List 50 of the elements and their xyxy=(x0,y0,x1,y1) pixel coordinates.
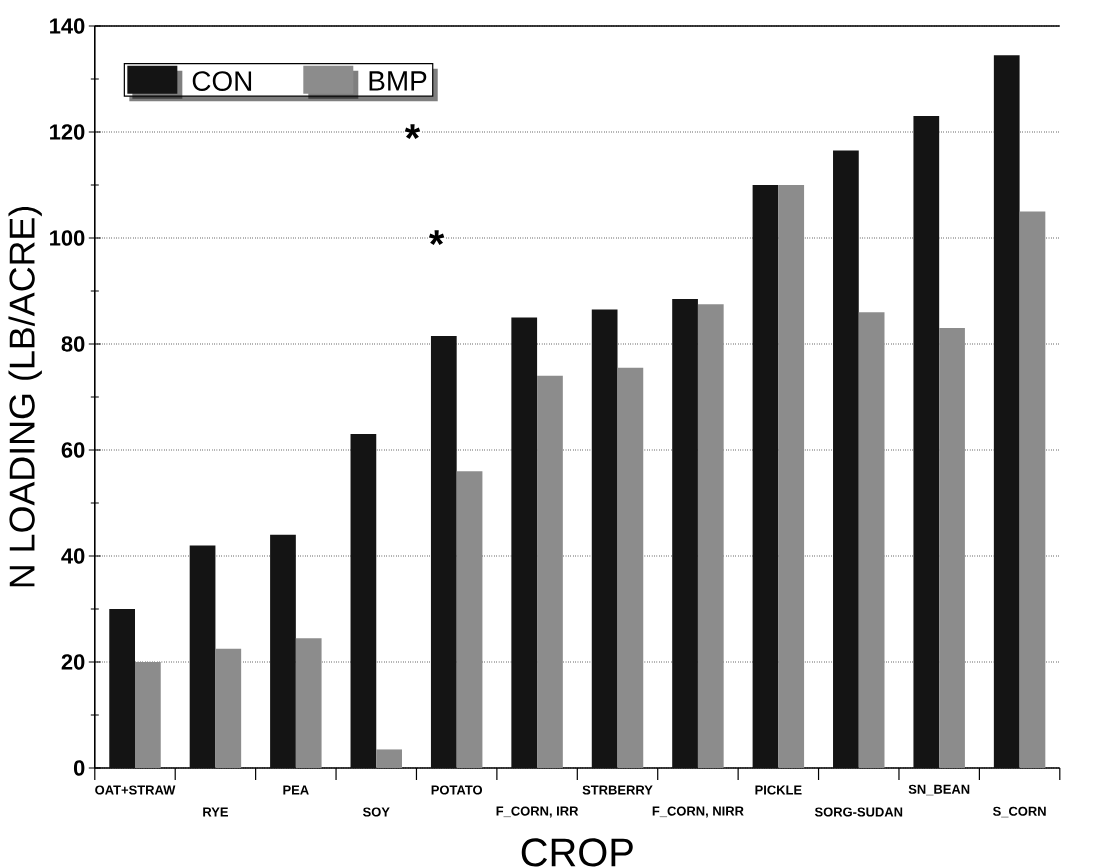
bar xyxy=(350,434,377,768)
y-tick-label: 120 xyxy=(50,124,85,140)
bar xyxy=(993,55,1020,768)
x-tick-label: F_CORN, NIRR xyxy=(652,806,744,818)
x-tick-label: PICKLE xyxy=(755,785,802,795)
bar xyxy=(591,309,618,768)
x-tick-label: OAT+STRAW xyxy=(95,785,176,795)
bar xyxy=(833,150,859,768)
bar xyxy=(215,648,242,768)
bar xyxy=(270,534,296,768)
bar xyxy=(456,471,483,768)
x-tick-label: SORG-SUDAN xyxy=(814,807,903,817)
y-tick-label: 100 xyxy=(50,230,85,246)
bar xyxy=(617,367,644,768)
bar xyxy=(189,545,216,768)
bar xyxy=(376,749,402,768)
x-tick-label: POTATO xyxy=(431,785,483,795)
bar xyxy=(109,608,136,768)
x-tick-label: SOY xyxy=(362,807,390,817)
bar xyxy=(1019,211,1046,768)
bar xyxy=(295,638,322,768)
bar xyxy=(537,375,563,768)
bar xyxy=(858,312,885,768)
y-axis-title: N LOADING (LB/ACRE) xyxy=(8,206,42,587)
legend-label: CON xyxy=(192,71,252,91)
x-tick-label: RYE xyxy=(203,807,228,817)
x-tick-label: STRBERRY xyxy=(582,785,653,795)
y-tick-label: 140 xyxy=(50,18,85,34)
bar xyxy=(511,317,538,768)
bar xyxy=(778,184,805,768)
bar xyxy=(135,661,161,768)
bar xyxy=(939,328,965,768)
annotation: * xyxy=(404,124,421,140)
x-tick-label: PEA xyxy=(283,785,309,795)
bar xyxy=(430,336,457,768)
x-tick-label: F_CORN, IRR xyxy=(496,806,579,818)
bar xyxy=(672,298,698,768)
y-tick-label: 20 xyxy=(61,654,85,670)
bar xyxy=(913,116,940,768)
y-tick-label: 0 xyxy=(73,760,85,776)
x-tick-label: SN_BEAN xyxy=(908,784,970,796)
bar xyxy=(697,304,724,768)
legend-label: BMP xyxy=(369,71,427,91)
x-axis-title: CROP xyxy=(521,838,633,867)
x-tick-label: S_CORN xyxy=(992,806,1046,818)
annotation: * xyxy=(428,230,445,246)
y-tick-label: 60 xyxy=(61,442,85,458)
y-tick-label: 40 xyxy=(61,548,85,564)
y-tick-label: 80 xyxy=(61,336,85,352)
bar xyxy=(752,184,779,768)
